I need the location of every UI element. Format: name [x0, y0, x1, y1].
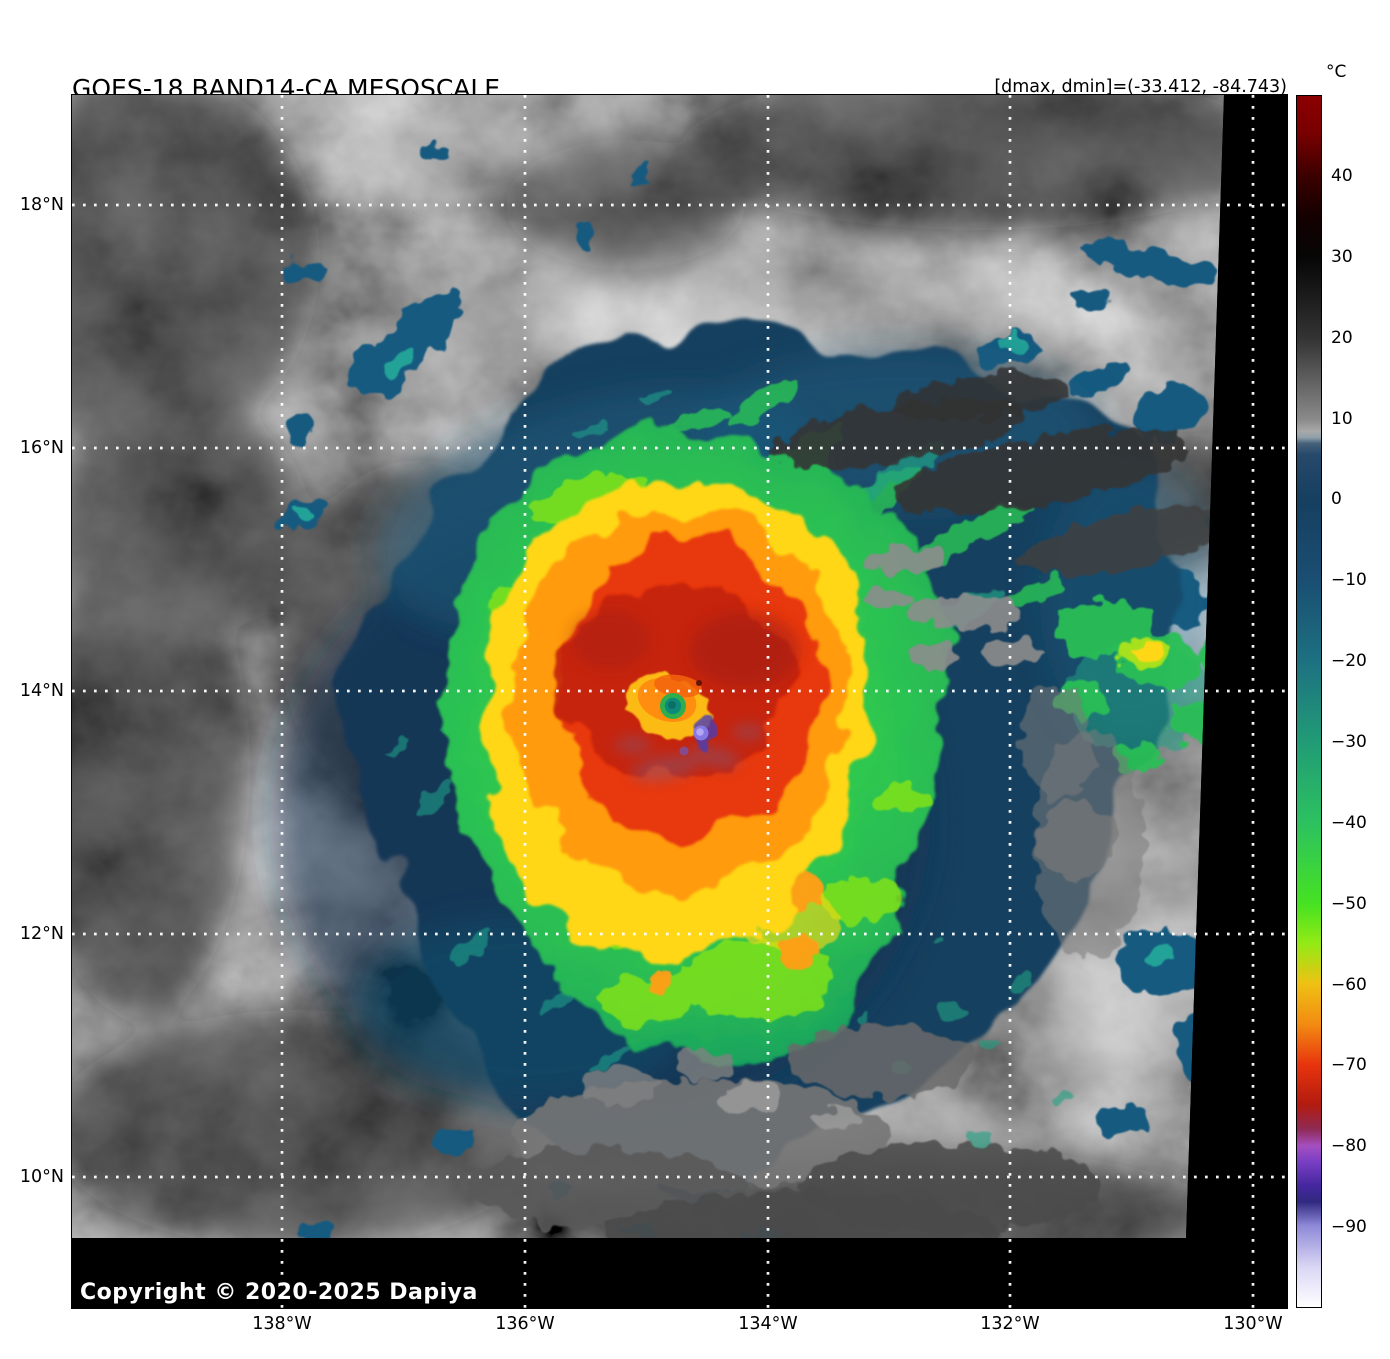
colorbar-tick-label: −30	[1331, 732, 1367, 752]
colorbar-unit-label: °C	[1326, 62, 1347, 82]
lat-label-16n: 16°N	[19, 438, 64, 458]
lon-label-134w: 134°W	[738, 1314, 798, 1334]
colorbar-tick-label: 10	[1331, 409, 1353, 429]
lon-label-130w: 130°W	[1223, 1314, 1283, 1334]
colorbar-tick-label: −70	[1331, 1055, 1367, 1075]
cold-patch-cores	[295, 335, 1172, 965]
colorbar-gradient	[1296, 95, 1322, 1308]
gray-cumulus-overlays	[468, 374, 1224, 1238]
lon-label-138w: 138°W	[252, 1314, 312, 1334]
colorbar-tick-label: −60	[1331, 975, 1367, 995]
dmax-dmin-label: [dmax, dmin]=(-33.412, -84.743)	[994, 77, 1287, 97]
copyright-label: Copyright © 2020-2025 Dapiya	[80, 1280, 478, 1305]
lat-label-10n: 10°N	[19, 1167, 64, 1187]
lat-label-14n: 14°N	[19, 681, 64, 701]
map-plot: Copyright © 2020-2025 Dapiya	[71, 94, 1288, 1309]
lat-label-12n: 12°N	[19, 924, 64, 944]
colorbar-tick-label: 30	[1331, 247, 1353, 267]
gridlines	[72, 95, 1287, 1308]
colorbar-tick-label: 0	[1331, 489, 1342, 509]
colorbar-tick-label: −90	[1331, 1217, 1367, 1237]
lon-label-132w: 132°W	[980, 1314, 1040, 1334]
overshoot-purple-spot	[679, 719, 715, 756]
colorbar-tick-label: −20	[1331, 651, 1367, 671]
lat-label-18n: 18°N	[19, 195, 64, 215]
colorbar-tick-label: 40	[1331, 166, 1353, 186]
colorbar-tick-label: −50	[1331, 894, 1367, 914]
colorbar-tick-label: −80	[1331, 1136, 1367, 1156]
lon-label-136w: 136°W	[495, 1314, 555, 1334]
colorbar-tick-label: −10	[1331, 570, 1367, 590]
slate-mottling	[615, 724, 764, 782]
colorbar-tick-label: −40	[1331, 813, 1367, 833]
colorbar-tick-label: 20	[1331, 328, 1353, 348]
satellite-image	[72, 95, 1287, 1308]
